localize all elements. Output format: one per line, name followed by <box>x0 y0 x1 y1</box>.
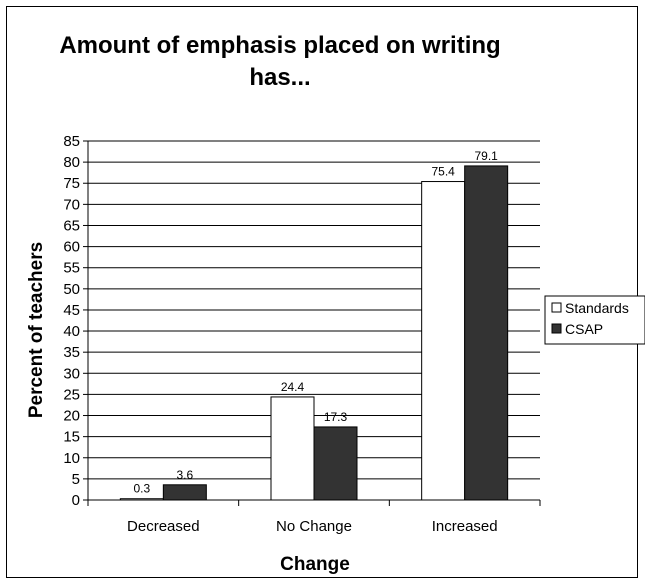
bars <box>119 165 509 501</box>
y-tick-label: 60 <box>63 239 80 256</box>
x-axis-label: Change <box>280 554 350 575</box>
bar-csap-increased <box>464 165 509 501</box>
axes: 0 5 10 15 20 25 30 35 40 45 50 55 60 65 70 75 80 85 Decrea… <box>63 133 541 535</box>
legend-swatch-csap <box>551 323 562 334</box>
legend-swatch-standards <box>551 302 562 313</box>
y-tick-label: 20 <box>63 408 80 425</box>
y-tick-label: 15 <box>63 429 80 446</box>
y-tick-label: 70 <box>63 196 80 213</box>
y-tick-label: 45 <box>63 302 80 319</box>
data-label: 0.3 <box>133 482 150 496</box>
data-labels: 0.3 24.4 75.4 3.6 17.3 79.1 <box>133 149 498 496</box>
x-tick-label: Decreased <box>127 518 200 535</box>
y-tick-label: 5 <box>72 471 80 488</box>
x-tick-label: No Change <box>276 518 352 535</box>
legend-label-csap: CSAP <box>565 321 603 337</box>
chart-title: Amount of emphasis placed on writing has… <box>59 32 501 91</box>
data-label: 79.1 <box>474 149 498 163</box>
y-tick-label: 30 <box>63 365 80 382</box>
legend: Standards CSAP <box>544 295 645 345</box>
data-label: 75.4 <box>431 165 455 179</box>
y-tick-label: 55 <box>63 260 80 277</box>
bar-standards-increased <box>421 181 466 501</box>
y-tick-label: 0 <box>72 492 80 509</box>
data-label: 17.3 <box>324 410 348 424</box>
legend-label-standards: Standards <box>565 300 629 316</box>
y-axis-label: Percent of teachers <box>26 242 47 418</box>
y-tick-label: 85 <box>63 133 80 150</box>
y-tick-label: 80 <box>63 154 80 171</box>
y-tick-label: 75 <box>63 175 80 192</box>
data-label: 3.6 <box>176 468 193 482</box>
bar-csap-no-change <box>313 426 358 501</box>
y-tick-label: 50 <box>63 281 80 298</box>
y-tick-label: 65 <box>63 217 80 234</box>
bar-csap-decreased <box>162 484 207 501</box>
x-tick-label: Increased <box>432 518 498 535</box>
y-tick-label: 10 <box>63 450 80 467</box>
legend-box <box>544 295 645 345</box>
y-tick-label: 25 <box>63 386 80 403</box>
y-tick-label: 40 <box>63 323 80 340</box>
bar-standards-no-change <box>270 396 315 501</box>
data-label: 24.4 <box>281 380 305 394</box>
y-tick-label: 35 <box>63 344 80 361</box>
